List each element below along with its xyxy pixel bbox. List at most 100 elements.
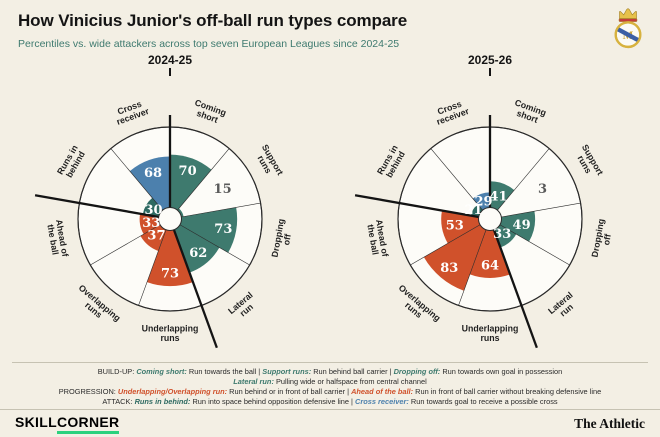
slice-divider <box>489 218 570 266</box>
chart-title-tick <box>489 68 491 76</box>
group-divider <box>354 194 491 221</box>
slice-label: Comingshort <box>190 97 227 126</box>
slice-label: Lateralrun <box>226 290 261 323</box>
page-subtitle: Percentiles vs. wide attackers across to… <box>18 38 400 50</box>
pizza-slice-ahead-of-the-ball <box>441 210 490 244</box>
slice-label: Ahead ofthe ball <box>365 219 391 259</box>
chart-title-2024-25: 2024-25 <box>147 53 193 67</box>
crest-crown-band <box>618 18 638 22</box>
legend-term: Underlapping/Overlapping run: <box>117 386 228 396</box>
slice-label: Droppingoff <box>270 218 296 260</box>
legend-text: PROGRESSION: <box>58 386 118 396</box>
legend-term: Support runs: <box>262 367 312 376</box>
legend-text: Run into space behind opposition defensi… <box>190 396 356 406</box>
pizza-hole <box>158 207 182 231</box>
pizza-slice-lateral-run <box>170 219 220 273</box>
slice-value: 41 <box>489 189 507 204</box>
footer: SKILLCORNER The Athletic <box>0 409 660 437</box>
legend-text: Run in front of ball carrier without bre… <box>413 386 602 396</box>
slice-value: 33 <box>142 216 160 231</box>
legend-text: Run behind or in front of ball carrier | <box>227 386 352 396</box>
slice-label: Runs inbehind <box>55 143 88 181</box>
slice-value: 62 <box>189 246 207 261</box>
group-divider <box>488 218 538 349</box>
chart-2024-25: 2024-25 70 15 73 62 73 37 33 30 68 Comingshort Sup… <box>14 53 326 362</box>
skillcorner-logo-corner: CORNER <box>56 414 120 434</box>
slice-value: 83 <box>440 261 458 276</box>
pizza-slice-underlapping-runs <box>147 219 193 287</box>
slice-divider <box>489 148 550 220</box>
slice-divider <box>169 218 250 266</box>
pizza-slice-underlapping-runs <box>469 219 511 278</box>
pizza-slice-coming-short <box>170 154 212 219</box>
legend-text: ATTACK: <box>102 396 135 406</box>
legend-line: PROGRESSION: Underlapping/Overlapping ru… <box>12 387 648 397</box>
legend-text: Pulling wide or halfspace from central c… <box>273 376 427 386</box>
slice-label: Lateralrun <box>546 290 581 323</box>
legend-term: Cross receiver: <box>355 396 409 406</box>
page-title: How Vinicius Junior's off-ball run types… <box>18 11 408 30</box>
legend: BUILD-UP: Coming short: Run towards the … <box>12 362 648 407</box>
header: How Vinicius Junior's off-ball run types… <box>0 0 660 50</box>
legend-text: BUILD-UP: <box>97 367 137 376</box>
slice-label: Supportruns <box>252 143 286 182</box>
slice-value: 3 <box>538 182 547 197</box>
slice-value: 21 <box>464 203 482 218</box>
legend-term: Coming short: <box>136 367 187 376</box>
real-madrid-crest-icon: M <box>614 8 642 49</box>
slice-divider <box>430 148 491 220</box>
legend-line: BUILD-UP: Coming short: Run towards the … <box>12 367 648 377</box>
chart-title-tick <box>169 68 171 76</box>
pizza-slice-dropping-off <box>170 207 238 253</box>
legend-term: Dropping off: <box>393 367 441 376</box>
slice-value: 30 <box>144 203 162 218</box>
legend-text: Run towards goal to receive a possible c… <box>408 396 558 406</box>
slice-divider <box>138 218 171 306</box>
slice-label: Underlapping runs <box>142 324 199 343</box>
slice-label: Comingshort <box>510 97 547 126</box>
slice-value: 73 <box>161 267 179 282</box>
slice-value: 49 <box>513 218 531 233</box>
slice-divider <box>169 202 261 220</box>
pizza-slice-overlapping-runs <box>423 219 490 291</box>
crest-ring <box>614 21 642 49</box>
slice-label: Crossreceiver <box>432 97 471 127</box>
crest-crown <box>619 8 637 19</box>
slice-value: 53 <box>446 219 464 234</box>
slice-divider <box>169 148 230 220</box>
chart-title-2025-26: 2025-26 <box>467 53 513 67</box>
slice-value: 64 <box>481 258 499 273</box>
slice-divider <box>489 202 581 220</box>
skillcorner-logo-skill: SKILL <box>15 413 57 430</box>
legend-text: Run towards the ball | <box>186 367 263 376</box>
group-divider <box>168 218 218 349</box>
slice-label: Supportruns <box>572 143 606 182</box>
slice-value: 29 <box>474 195 492 210</box>
charts-row: 2024-25 70 15 73 62 73 37 33 30 68 Comingshort Sup… <box>0 53 660 362</box>
slice-label: Underlapping runs <box>462 324 519 343</box>
slice-value: 73 <box>214 222 232 237</box>
crest-sash <box>615 26 641 44</box>
slice-divider <box>110 148 171 220</box>
slice-label: Droppingoff <box>590 218 616 260</box>
chart-2025-26: 2025-26 41 3 49 33 64 83 53 21 29 Comingshort Supp… <box>334 53 646 362</box>
legend-text: Run behind ball carrier | <box>311 367 394 376</box>
legend-term: Ahead of the ball: <box>351 386 414 396</box>
slice-label: Runs inbehind <box>375 143 408 181</box>
legend-line: Lateral run: Pulling wide or halfspace f… <box>12 377 648 387</box>
legend-term: Lateral run: <box>233 376 274 386</box>
the-athletic-logo: The Athletic <box>574 415 645 431</box>
slice-value: 68 <box>144 166 162 181</box>
slice-divider <box>410 218 491 266</box>
slice-label: Ahead ofthe ball <box>45 219 71 259</box>
slice-divider <box>458 218 491 306</box>
slice-value: 70 <box>179 164 197 179</box>
slice-value: 33 <box>493 227 511 242</box>
skillcorner-logo: SKILLCORNER <box>15 413 120 434</box>
slice-label: Crossreceiver <box>112 97 151 127</box>
pizza-slice-cross-receiver <box>129 156 170 219</box>
slice-value: 15 <box>214 182 232 197</box>
legend-term: Runs in behind: <box>134 396 191 406</box>
